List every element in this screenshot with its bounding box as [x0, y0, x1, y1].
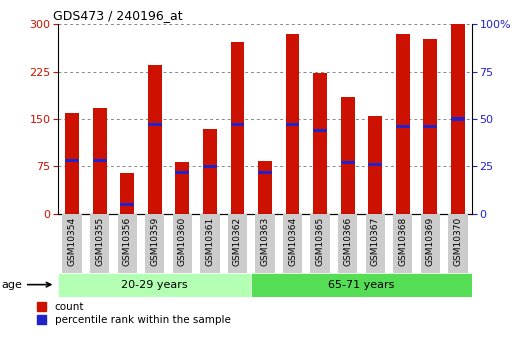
- Bar: [286, 33, 299, 214]
- Bar: [341, 161, 355, 164]
- Bar: [93, 159, 107, 162]
- Text: GSM10367: GSM10367: [371, 217, 379, 266]
- FancyBboxPatch shape: [283, 214, 302, 273]
- Text: 65-71 years: 65-71 years: [328, 280, 395, 289]
- Bar: [423, 39, 437, 214]
- Text: GSM10360: GSM10360: [178, 217, 187, 266]
- Bar: [368, 163, 382, 166]
- Bar: [396, 33, 410, 214]
- Bar: [175, 170, 189, 174]
- FancyBboxPatch shape: [421, 214, 440, 273]
- FancyBboxPatch shape: [393, 214, 412, 273]
- Legend: count, percentile rank within the sample: count, percentile rank within the sample: [37, 302, 231, 325]
- FancyBboxPatch shape: [338, 214, 357, 273]
- FancyBboxPatch shape: [228, 214, 247, 273]
- Text: GSM10368: GSM10368: [399, 217, 407, 266]
- Text: GSM10363: GSM10363: [261, 217, 269, 266]
- Bar: [286, 123, 299, 126]
- FancyBboxPatch shape: [255, 214, 275, 273]
- Text: GSM10365: GSM10365: [316, 217, 324, 266]
- Bar: [451, 24, 465, 214]
- Bar: [203, 165, 217, 168]
- FancyBboxPatch shape: [145, 214, 164, 273]
- Text: GSM10369: GSM10369: [426, 217, 435, 266]
- Text: GSM10361: GSM10361: [206, 217, 214, 266]
- Bar: [120, 203, 134, 206]
- Text: age: age: [1, 280, 51, 289]
- Text: GSM10356: GSM10356: [123, 217, 131, 266]
- Bar: [396, 125, 410, 128]
- Bar: [120, 173, 134, 214]
- Bar: [341, 97, 355, 214]
- FancyBboxPatch shape: [118, 214, 137, 273]
- FancyBboxPatch shape: [173, 214, 192, 273]
- Text: GSM10364: GSM10364: [288, 217, 297, 266]
- Bar: [313, 73, 327, 214]
- FancyBboxPatch shape: [200, 214, 219, 273]
- Bar: [313, 129, 327, 132]
- Bar: [423, 125, 437, 128]
- Bar: [58, 273, 251, 297]
- FancyBboxPatch shape: [63, 214, 82, 273]
- FancyBboxPatch shape: [448, 214, 467, 273]
- FancyBboxPatch shape: [90, 214, 109, 273]
- Text: GSM10355: GSM10355: [95, 217, 104, 266]
- Bar: [148, 65, 162, 214]
- Bar: [93, 108, 107, 214]
- Bar: [368, 116, 382, 214]
- Text: GSM10366: GSM10366: [343, 217, 352, 266]
- Text: 20-29 years: 20-29 years: [121, 280, 188, 289]
- Text: GSM10370: GSM10370: [454, 217, 462, 266]
- Bar: [148, 123, 162, 126]
- Bar: [203, 128, 217, 214]
- Bar: [451, 117, 465, 121]
- Text: GSM10354: GSM10354: [68, 217, 76, 266]
- Bar: [65, 113, 79, 214]
- Bar: [175, 162, 189, 214]
- Bar: [258, 161, 272, 214]
- Text: GSM10362: GSM10362: [233, 217, 242, 266]
- Text: GDS473 / 240196_at: GDS473 / 240196_at: [53, 9, 183, 22]
- Bar: [251, 273, 472, 297]
- Bar: [231, 123, 244, 126]
- Bar: [258, 170, 272, 174]
- Bar: [231, 42, 244, 214]
- FancyBboxPatch shape: [311, 214, 330, 273]
- FancyBboxPatch shape: [366, 214, 385, 273]
- Bar: [65, 159, 79, 162]
- Text: GSM10359: GSM10359: [151, 217, 159, 266]
